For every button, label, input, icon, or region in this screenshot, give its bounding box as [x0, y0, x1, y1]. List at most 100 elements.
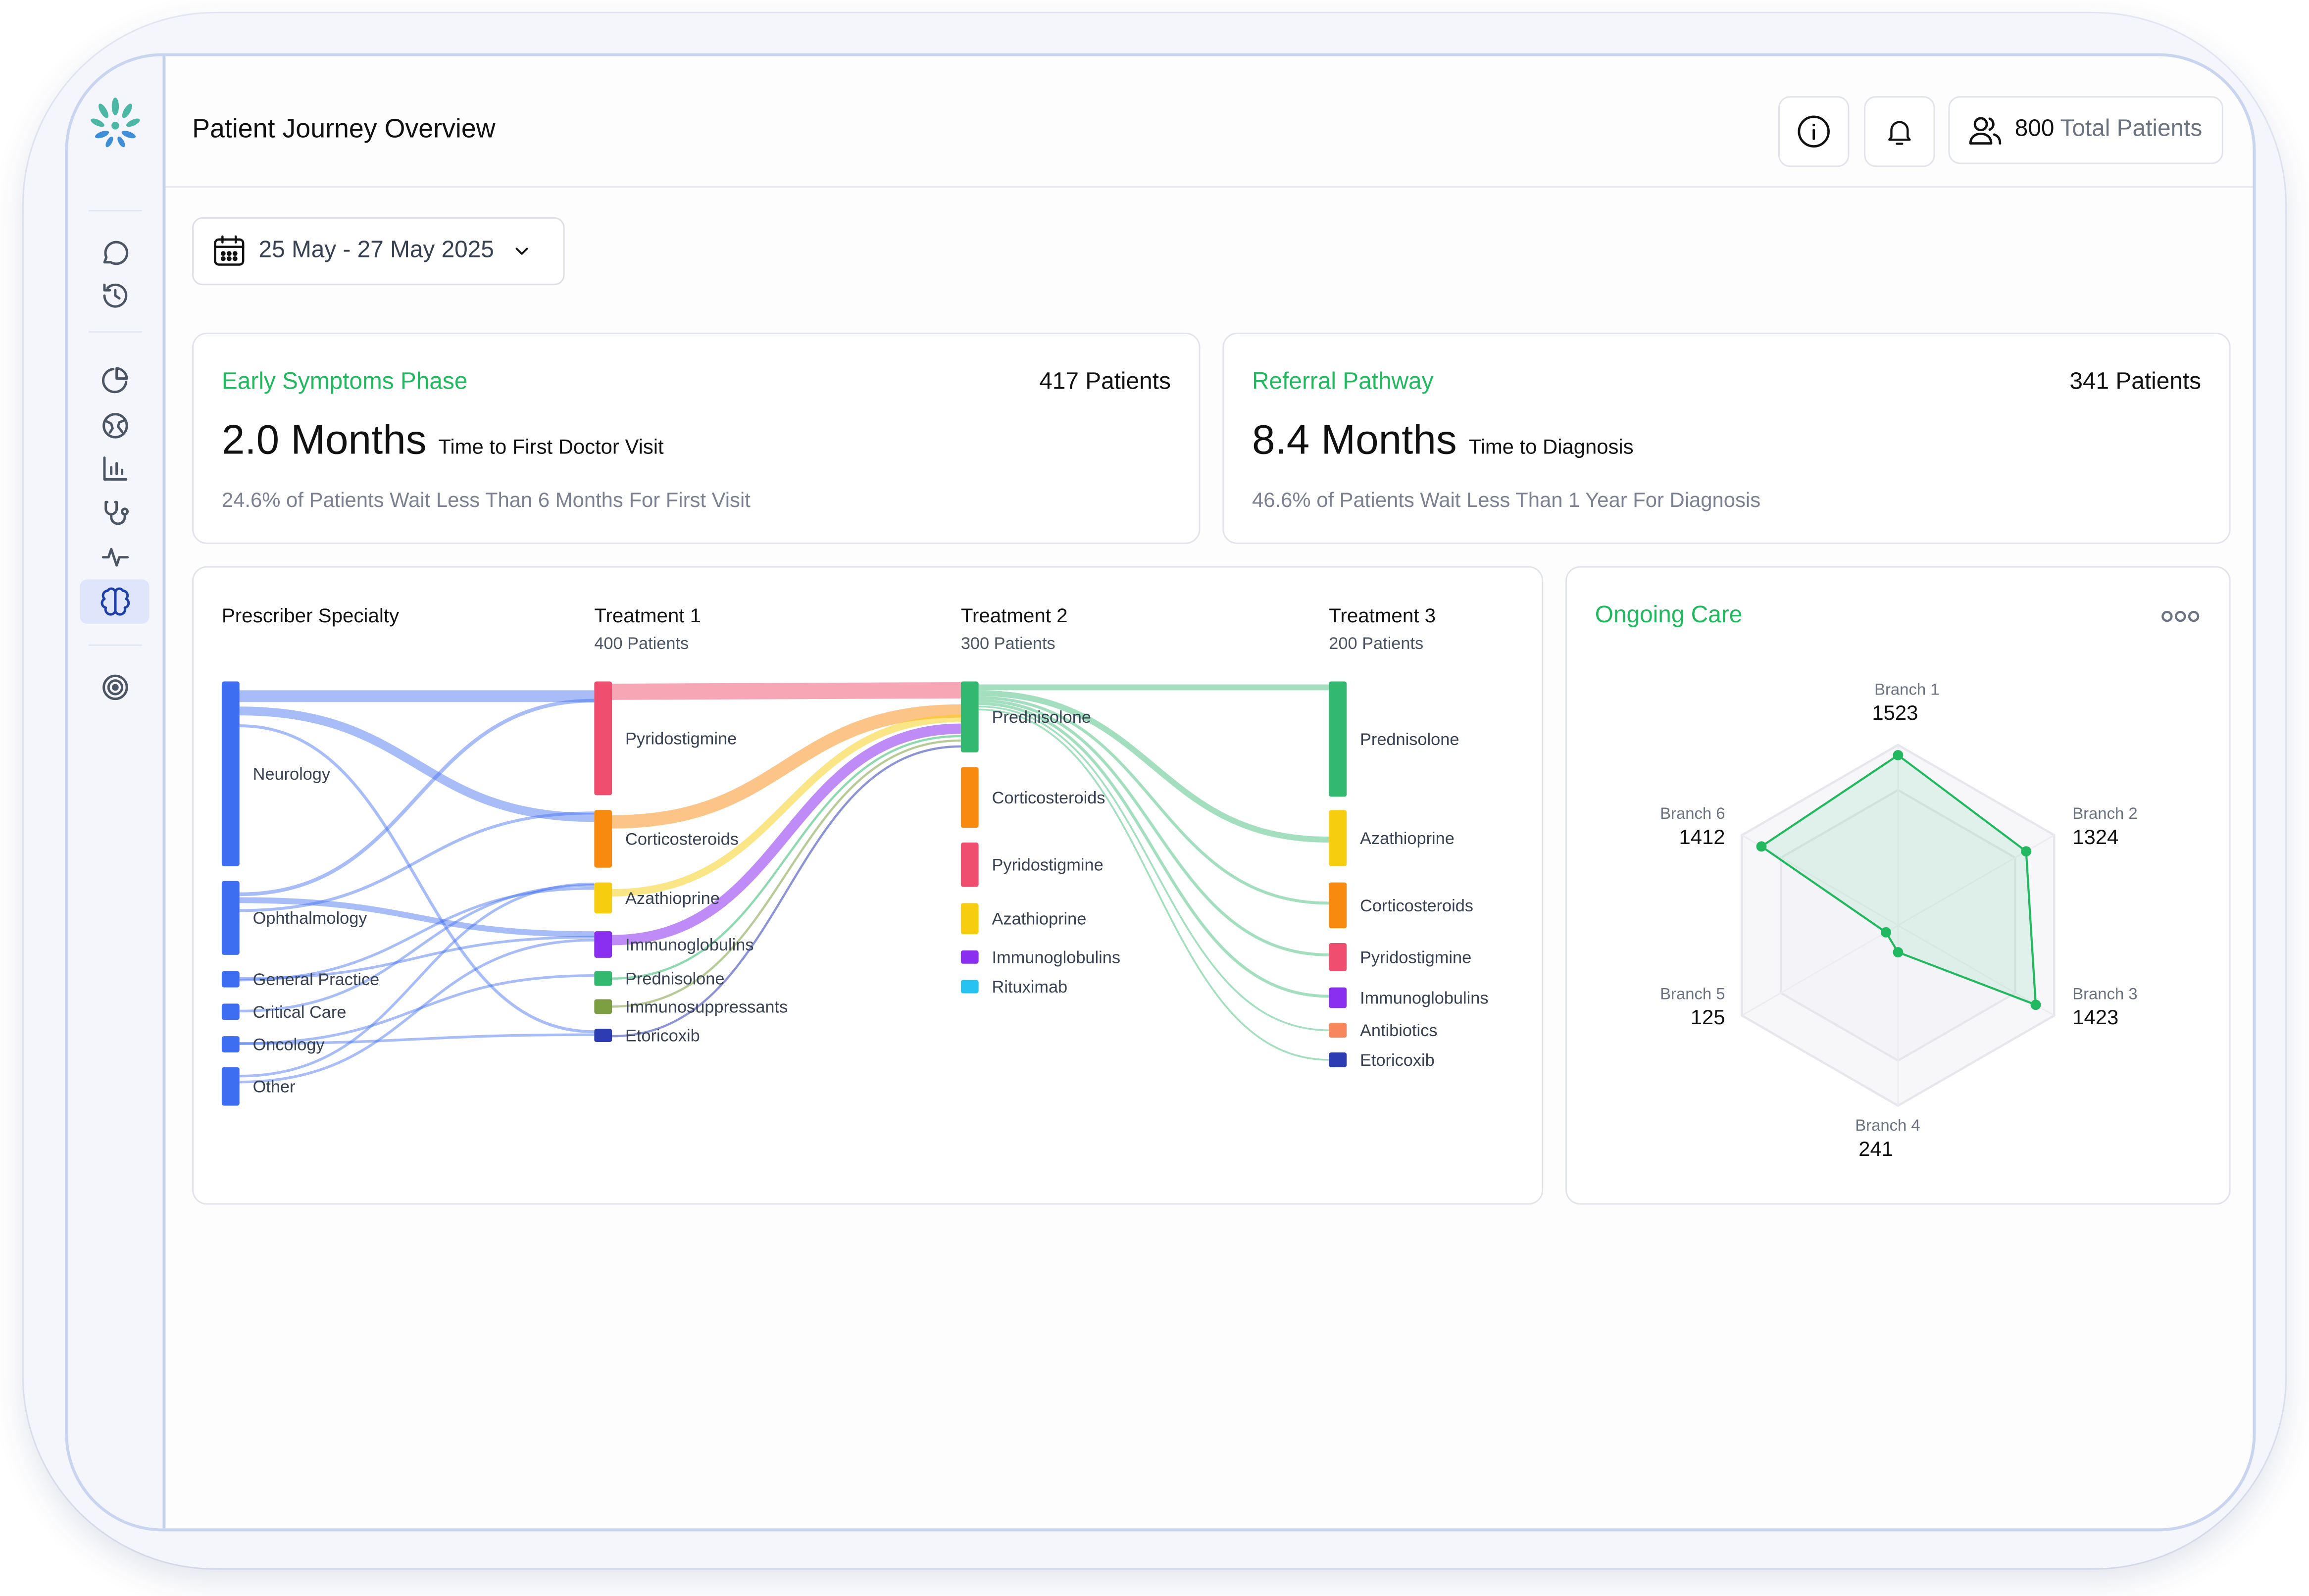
bell-icon — [1888, 121, 1911, 145]
users-icon — [1969, 117, 2002, 145]
radar-point[interactable] — [2030, 999, 2041, 1010]
sankey-node[interactable] — [1329, 943, 1347, 971]
sankey-link — [239, 724, 595, 1034]
sankey-node-label: General Practice — [253, 970, 380, 989]
kpi-card-metric: Time to Diagnosis — [1468, 434, 1634, 458]
sankey-node-label: Immunoglobulins — [625, 936, 754, 954]
ongoing-care-title: Ongoing Care — [1595, 603, 1743, 629]
ongoing-care-card: Ongoing Care Branch 1 1523 Branch 2 1324 Bra… — [1565, 566, 2231, 1205]
sankey-node-label: Rituximab — [992, 978, 1068, 997]
sankey-node[interactable] — [594, 1029, 612, 1043]
sankey-node[interactable] — [594, 971, 612, 986]
radar-point[interactable] — [1893, 947, 1904, 958]
radar-point[interactable] — [1893, 750, 1904, 760]
radar-axis — [1741, 924, 1899, 1016]
date-range-picker[interactable]: 25 May - 27 May 2025 — [192, 217, 565, 286]
top-bar: Patient Journey Overview 800 Total Patie… — [165, 56, 2253, 188]
kpi-card-note: 46.6% of Patients Wait Less Than 1 Year … — [1252, 488, 1761, 512]
sankey-node[interactable] — [960, 681, 979, 752]
radar-category-label: Branch 3 — [2072, 984, 2137, 1002]
sidebar-divider — [89, 644, 142, 646]
sankey-node[interactable] — [221, 1003, 240, 1020]
more-options-icon[interactable] — [2161, 609, 2200, 624]
sankey-node[interactable] — [594, 882, 612, 914]
chevron-down-icon — [516, 248, 528, 255]
total-patients-button[interactable]: 800 Total Patients — [1948, 96, 2223, 164]
radar-point[interactable] — [1881, 927, 1891, 938]
kpi-card-metric: Time to First Doctor Visit — [438, 434, 664, 458]
sankey-column-subtitle: 200 Patients — [1329, 634, 1423, 653]
history-icon[interactable] — [99, 279, 132, 312]
sankey-node[interactable] — [1329, 987, 1347, 1008]
sankey-column-subtitle: 300 Patients — [961, 634, 1055, 653]
app-logo-icon[interactable] — [89, 98, 142, 150]
calendar-icon — [214, 235, 245, 266]
app-screen: Patient Journey Overview 800 Total Patie… — [65, 53, 2256, 1532]
sankey-node-label: Prednisolone — [1360, 730, 1459, 749]
sankey-link — [612, 735, 961, 980]
sankey-column-title: Treatment 3 — [1329, 604, 1436, 627]
sankey-link — [612, 723, 961, 946]
page-title: Patient Journey Overview — [192, 113, 496, 144]
kpi-card-value: 2.0 Months — [221, 417, 427, 463]
sankey-link — [239, 882, 595, 1078]
sankey-node-label: Antibiotics — [1360, 1021, 1437, 1040]
radar-point[interactable] — [1756, 841, 1767, 852]
sankey-node[interactable] — [594, 810, 612, 868]
sankey-card: Prescriber Specialty Treatment 1 400 Patie… — [192, 566, 1544, 1205]
info-button[interactable] — [1778, 96, 1850, 167]
target-icon[interactable] — [99, 671, 132, 704]
brain-icon[interactable] — [99, 585, 132, 618]
sankey-node-label: Prednisolone — [992, 708, 1091, 727]
sankey-node[interactable] — [594, 931, 612, 958]
radar-value-label: 125 — [1691, 1005, 1725, 1029]
sankey-node[interactable] — [1329, 681, 1347, 797]
kpi-card-note: 24.6% of Patients Wait Less Than 6 Month… — [221, 488, 751, 512]
sankey-node-label: Azathioprine — [1360, 829, 1455, 848]
kpi-card-patients: 417 Patients — [1039, 369, 1171, 395]
sankey-chart: Prescriber Specialty Treatment 1 400 Patie… — [221, 604, 1489, 1106]
sankey-node[interactable] — [221, 881, 240, 955]
sankey-column-subtitle: 400 Patients — [594, 634, 689, 653]
sankey-node[interactable] — [960, 903, 979, 935]
sankey-node[interactable] — [960, 767, 979, 828]
sankey-node[interactable] — [221, 1036, 240, 1052]
sankey-node[interactable] — [1329, 1023, 1347, 1038]
radar-value-label: 241 — [1858, 1137, 1893, 1160]
sankey-node[interactable] — [1329, 1052, 1347, 1067]
kpi-card-referral-pathway: Referral Pathway 341 Patients 8.4 Months… — [1222, 332, 2231, 544]
bar-chart-icon[interactable] — [99, 452, 132, 485]
sankey-node[interactable] — [1329, 810, 1347, 866]
activity-icon[interactable] — [99, 541, 132, 574]
sankey-node[interactable] — [594, 681, 612, 796]
chat-icon[interactable] — [99, 237, 132, 269]
sankey-link — [978, 705, 1329, 1031]
sankey-node-label: Corticosteroids — [1360, 897, 1473, 915]
sankey-node[interactable] — [960, 950, 979, 964]
radar-axis — [1898, 924, 2055, 1016]
sankey-node[interactable] — [221, 971, 240, 988]
kpi-card-value: 8.4 Months — [1252, 417, 1457, 463]
sankey-node[interactable] — [960, 980, 979, 994]
radar-category-label: Branch 6 — [1660, 804, 1725, 822]
sankey-link — [978, 702, 1329, 998]
sankey-link — [239, 939, 595, 1084]
radar-point[interactable] — [2021, 846, 2032, 857]
sankey-node[interactable] — [1329, 882, 1347, 929]
sankey-link — [239, 897, 595, 938]
total-patients-label: Total Patients — [2060, 116, 2203, 142]
radar-category-label: Branch 4 — [1855, 1116, 1920, 1134]
sankey-node-label: Azathioprine — [992, 910, 1087, 929]
stethoscope-icon[interactable] — [99, 497, 132, 529]
sankey-node[interactable] — [221, 681, 240, 866]
globe-icon[interactable] — [99, 409, 132, 442]
sankey-node[interactable] — [594, 999, 612, 1014]
sankey-link — [239, 811, 595, 912]
sankey-link — [978, 708, 1329, 1061]
sankey-node-label: Immunoglobulins — [992, 948, 1121, 967]
notifications-button[interactable] — [1864, 96, 1935, 167]
sankey-node-label: Pyridostigmine — [992, 856, 1104, 875]
sankey-node[interactable] — [960, 842, 979, 887]
sankey-node[interactable] — [221, 1067, 240, 1106]
pie-chart-icon[interactable] — [99, 364, 132, 397]
